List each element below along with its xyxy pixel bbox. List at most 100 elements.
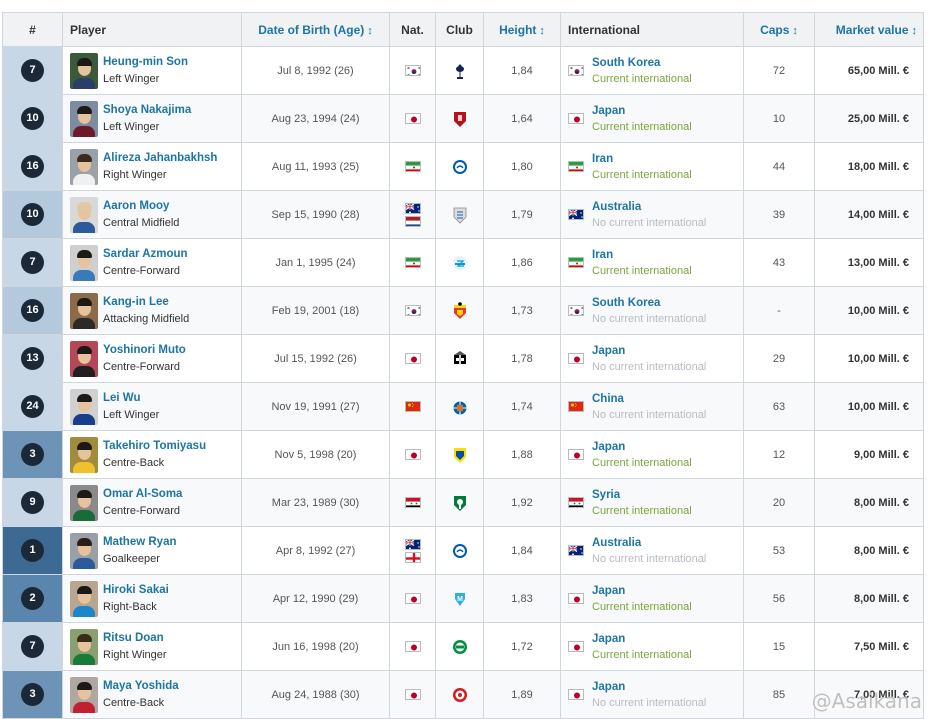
club-cell[interactable]	[435, 46, 484, 95]
flag-australia-icon	[404, 202, 421, 214]
international-cell: Japan Current international	[560, 430, 744, 479]
club-cell[interactable]	[435, 670, 484, 719]
player-name-link[interactable]: Takehiro Tomiyasu	[103, 439, 207, 452]
international-status: No current international	[592, 552, 707, 565]
col-height-header[interactable]: Height ↕	[483, 12, 561, 47]
col-caps-header[interactable]: Caps ↕	[743, 12, 815, 47]
club-cell[interactable]: M	[435, 574, 484, 623]
player-photo[interactable]	[70, 532, 98, 569]
al-duhail-crest-icon[interactable]	[452, 111, 468, 127]
club-cell[interactable]	[435, 94, 484, 143]
player-photo[interactable]	[70, 148, 98, 185]
shirt-number-cell: 24	[2, 382, 63, 431]
player-photo[interactable]	[70, 340, 98, 377]
southampton-crest-icon[interactable]	[452, 687, 468, 702]
col-value-header[interactable]: Market value ↕	[814, 12, 924, 47]
zenit-crest-icon[interactable]	[452, 255, 468, 270]
player-photo[interactable]	[70, 52, 98, 89]
international-country-link[interactable]: Australia	[592, 200, 642, 213]
club-cell[interactable]	[435, 190, 484, 239]
international-country-link[interactable]: China	[592, 392, 624, 405]
club-cell[interactable]	[435, 238, 484, 287]
club-cell[interactable]	[435, 286, 484, 335]
international-country-link[interactable]: Syria	[592, 488, 621, 501]
sort-arrows-icon[interactable]: ↕	[367, 24, 373, 37]
club-cell[interactable]	[435, 430, 484, 479]
tottenham-crest-icon[interactable]	[452, 64, 468, 79]
sort-arrows-icon[interactable]: ↕	[539, 24, 545, 37]
valencia-crest-icon[interactable]	[452, 301, 468, 319]
international-country-link[interactable]: South Korea	[592, 56, 661, 69]
player-name-link[interactable]: Shoya Nakajima	[103, 103, 192, 116]
player-photo[interactable]	[70, 580, 98, 617]
sint-truiden-crest-icon[interactable]	[452, 447, 468, 463]
club-cell[interactable]	[435, 622, 484, 671]
col-caps-label[interactable]: Caps	[760, 22, 790, 37]
player-name-link[interactable]: Kang-in Lee	[103, 295, 169, 308]
player-photo[interactable]	[70, 676, 98, 713]
player-photo[interactable]	[70, 436, 98, 473]
player-name-link[interactable]: Alireza Jahanbakhsh	[103, 151, 218, 164]
brighton-crest-icon[interactable]	[452, 159, 468, 174]
international-cell: Japan No current international	[560, 334, 744, 383]
player-photo[interactable]	[70, 100, 98, 137]
club-cell[interactable]	[435, 334, 484, 383]
player-name-link[interactable]: Lei Wu	[103, 391, 141, 404]
shirt-number: 7	[21, 59, 44, 82]
table-row: 10 Aaron Mooy Central Midfield Sep 15, 1990…	[2, 190, 924, 239]
international-country-link[interactable]: Japan	[592, 680, 626, 693]
club-cell[interactable]	[435, 526, 484, 575]
international-country-link[interactable]: Japan	[592, 344, 626, 357]
international-country-link[interactable]: Australia	[592, 536, 642, 549]
player-photo[interactable]	[70, 388, 98, 425]
player-name-link[interactable]: Ritsu Doan	[103, 631, 164, 644]
col-dob-label[interactable]: Date of Birth (Age)	[258, 22, 365, 37]
player-cell: Alireza Jahanbakhsh Right Winger	[62, 142, 242, 191]
player-name-link[interactable]: Sardar Azmoun	[103, 247, 188, 260]
caps: -	[743, 286, 815, 335]
date-of-birth: Apr 8, 1992 (27)	[241, 526, 390, 575]
height: 1,84	[483, 46, 561, 95]
international-country-link[interactable]: Japan	[592, 104, 626, 117]
al-ahli-crest-icon[interactable]	[452, 495, 468, 511]
flag-england-icon	[404, 551, 421, 563]
col-height-label[interactable]: Height	[499, 22, 537, 37]
player-name-link[interactable]: Heung-min Son	[103, 55, 188, 68]
player-name-link[interactable]: Yoshinori Muto	[103, 343, 186, 356]
sort-arrows-icon[interactable]: ↕	[792, 24, 798, 37]
player-photo[interactable]	[70, 292, 98, 329]
player-name-link[interactable]: Omar Al-Soma	[103, 487, 183, 500]
newcastle-crest-icon[interactable]	[452, 350, 468, 364]
player-name-link[interactable]: Hiroki Sakai	[103, 583, 169, 596]
international-country-link[interactable]: Iran	[592, 248, 614, 261]
huddersfield-crest-icon[interactable]	[452, 207, 468, 224]
sort-arrows-icon[interactable]: ↕	[911, 24, 918, 37]
international-country-link[interactable]: Japan	[592, 584, 626, 597]
player-name-link[interactable]: Mathew Ryan	[103, 535, 177, 548]
club-cell[interactable]	[435, 382, 484, 431]
groningen-crest-icon[interactable]	[452, 639, 468, 654]
club-cell[interactable]	[435, 478, 484, 527]
international-country-link[interactable]: South Korea	[592, 296, 661, 309]
club-cell[interactable]	[435, 142, 484, 191]
player-name-link[interactable]: Aaron Mooy	[103, 199, 170, 212]
date-of-birth: Aug 11, 1993 (25)	[241, 142, 390, 191]
international-country-link[interactable]: Iran	[592, 152, 614, 165]
col-dob-header[interactable]: Date of Birth (Age) ↕	[241, 12, 390, 47]
player-photo[interactable]	[70, 484, 98, 521]
shirt-number-cell: 9	[2, 478, 63, 527]
international-country-link[interactable]: Japan	[592, 440, 626, 453]
international-country-link[interactable]: Japan	[592, 632, 626, 645]
player-name-link[interactable]: Maya Yoshida	[103, 679, 179, 692]
player-photo[interactable]	[70, 196, 98, 233]
height: 1,74	[483, 382, 561, 431]
player-photo[interactable]	[70, 628, 98, 665]
col-value-label[interactable]: Market value	[835, 22, 909, 37]
caps: 56	[743, 574, 815, 623]
flag-japan-icon	[404, 353, 421, 364]
brighton-crest-icon[interactable]	[452, 543, 468, 558]
marseille-crest-icon[interactable]: M	[452, 592, 468, 606]
caps: 44	[743, 142, 815, 191]
player-photo[interactable]	[70, 244, 98, 281]
espanyol-crest-icon[interactable]	[452, 400, 468, 414]
